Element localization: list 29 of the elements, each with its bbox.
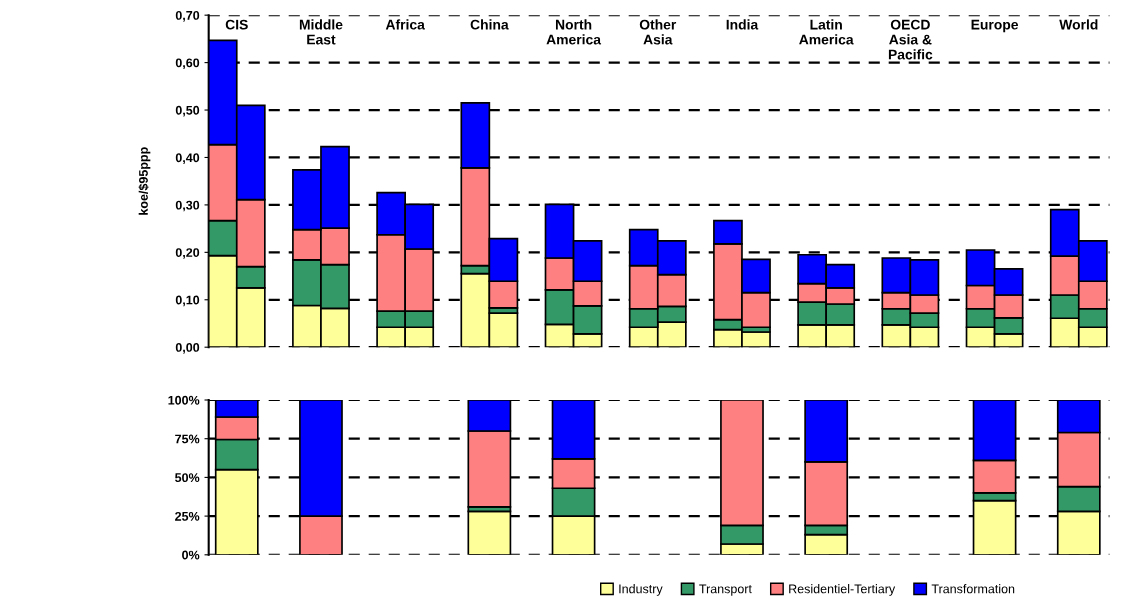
x-tick-label: India	[726, 19, 759, 30]
x-tick-label: World	[1059, 19, 1098, 30]
y-tick-label: 25%	[175, 511, 200, 521]
x-tick-label: Latin America	[799, 19, 854, 45]
legend-label: Transport	[699, 584, 752, 596]
y-tick-label: 0,50	[175, 105, 200, 117]
y-tick-label: 50%	[175, 473, 200, 483]
x-tick-label: Middle East	[299, 19, 343, 45]
x-tick-label: North America	[546, 19, 602, 45]
y-axis-title: koe/$95ppp	[138, 147, 151, 215]
legend-label: Industry	[619, 584, 663, 596]
y-tick-label: 0,60	[175, 58, 200, 70]
x-tick-label: OECD Asia & Pacific	[888, 19, 933, 60]
x-tick-label: Africa	[385, 19, 425, 30]
y-tick-label: 0,10	[175, 295, 200, 307]
y-tick-label: 75%	[175, 434, 200, 444]
x-tick-label: CIS	[225, 19, 248, 30]
y-tick-label: 0,40	[175, 153, 200, 164]
x-tick-label: Europe	[971, 19, 1019, 33]
y-tick-label: 0%	[182, 550, 200, 560]
x-tick-label: China	[470, 19, 509, 30]
legend-label: Transformation	[931, 584, 1015, 594]
y-tick-label: 100%	[168, 395, 200, 405]
x-tick-label: Other Asia	[639, 19, 677, 45]
legend-label: Residentiel-Tertiary	[789, 584, 896, 596]
y-tick-label: 0,70	[175, 10, 200, 22]
y-tick-label: 0,30	[175, 200, 200, 212]
y-tick-label: 0,00	[175, 343, 200, 354]
y-tick-label: 0,20	[175, 248, 200, 259]
